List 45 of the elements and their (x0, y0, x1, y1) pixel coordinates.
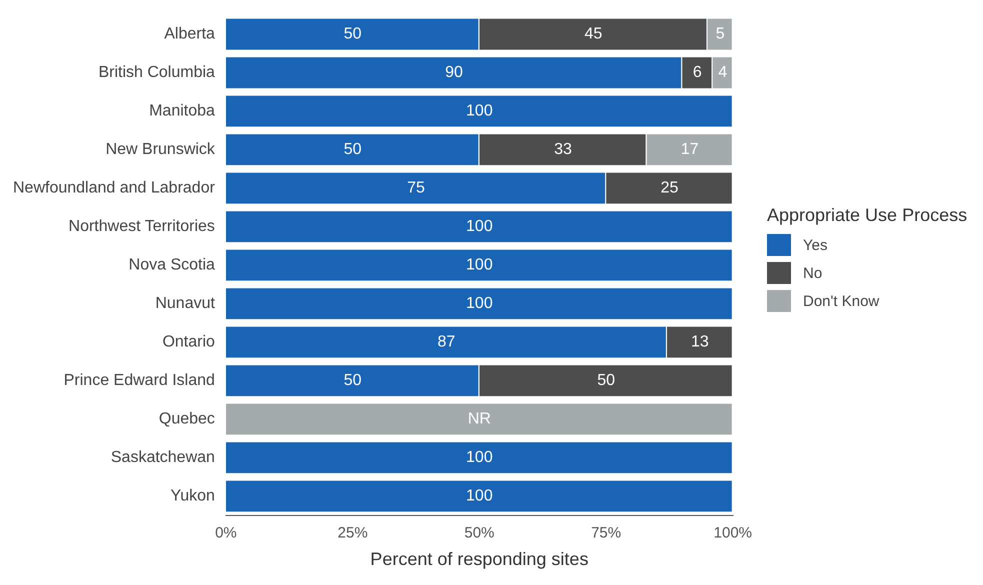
data-label: 90 (445, 64, 464, 82)
legend-label: Yes (803, 236, 828, 254)
data-label: NR (468, 410, 491, 428)
data-label: 50 (597, 372, 616, 390)
data-label: 100 (466, 488, 493, 505)
data-label: 100 (466, 218, 493, 236)
y-tick-label: Northwest Territories (68, 218, 215, 236)
data-label: 75 (407, 180, 426, 197)
y-tick-label: Quebec (158, 410, 215, 428)
y-tick-label: Yukon (170, 488, 215, 505)
y-tick-label: Nova Scotia (128, 256, 216, 274)
y-tick-label: Nunavut (155, 295, 216, 312)
data-label: 5 (716, 26, 725, 43)
legend-label: Don't Know (803, 292, 880, 310)
y-tick-label: British Columbia (98, 64, 216, 82)
data-label: 17 (680, 141, 699, 158)
data-label: 50 (344, 26, 362, 43)
x-tick-label: 100% (714, 524, 752, 542)
data-label: 100 (466, 256, 493, 274)
data-label: 50 (344, 372, 362, 390)
x-axis-title: Percent of responding sites (370, 549, 588, 570)
data-label: 87 (438, 334, 456, 351)
x-tick-label: 75% (591, 524, 622, 542)
y-tick-label: Alberta (164, 26, 216, 43)
x-tick-label: 25% (338, 524, 368, 542)
data-label: 100 (466, 102, 493, 120)
legend-label: No (803, 264, 822, 282)
legend-title: Appropriate Use Process (767, 205, 968, 226)
x-tick-label: 0% (215, 524, 237, 542)
x-tick-label: 50% (464, 524, 494, 542)
y-tick-label: Prince Edward Island (64, 372, 215, 390)
data-label: 4 (718, 64, 728, 82)
data-label: 100 (466, 295, 493, 312)
data-label: 100 (466, 449, 493, 466)
y-tick-label: Saskatchewan (110, 449, 215, 466)
data-label: 25 (660, 180, 678, 197)
data-label: 33 (554, 141, 572, 158)
y-tick-label: Ontario (162, 334, 216, 351)
y-tick-label: New Brunswick (106, 141, 216, 158)
y-tick-label: Newfoundland and Labrador (12, 180, 216, 197)
data-label: 6 (692, 64, 702, 82)
data-label: 45 (584, 26, 602, 43)
data-label: 13 (690, 334, 709, 351)
data-label: 50 (344, 141, 362, 158)
y-tick-label: Manitoba (149, 102, 216, 120)
